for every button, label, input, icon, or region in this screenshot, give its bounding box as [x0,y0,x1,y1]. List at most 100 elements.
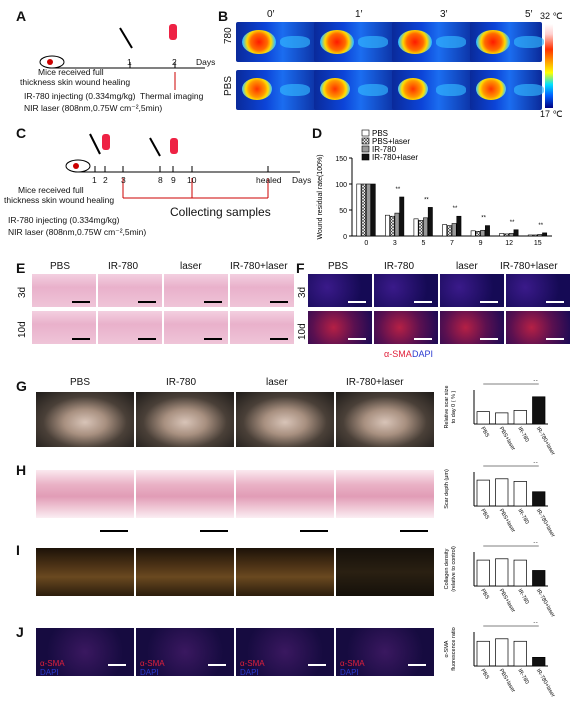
y-axis-label: Collagen density [444,548,450,589]
legend-label: PBS+laser [372,137,410,146]
panel-a-legend-nir: NIR laser (808nm,0.75W cm⁻²,5min) [24,103,163,113]
panel-c-mice-2: thickness skin wound healing [4,195,115,205]
x-tick-label: PBS+laser [498,668,516,694]
panel-label-i: I [16,542,20,558]
significance-mark: ** [533,380,538,385]
wound-photo-pbs [36,392,134,447]
thermal-image-pbs-1 [314,70,399,110]
panel-c-tick-healed: healed [256,175,282,185]
sma-image-ir780 [136,628,234,676]
scale-bar [480,338,498,340]
panel-b-time-1: 1′ [355,9,363,20]
panel-f-stain-dapi: DAPI [412,349,434,359]
legend-swatch [361,129,370,137]
panel-a-legend-ir: IR-780 injecting (0.334mg/kg) [24,91,136,101]
bar-pbs-laser [532,234,538,237]
x-tick-label: 3 [393,240,397,247]
bar-ir-780-laser [542,232,548,237]
scar-size-chart: Relative scar size to day 0 ( % ) PBS PBS+l… [444,380,556,457]
bar [476,640,490,667]
panel-f-col-pbs: PBS [328,261,349,272]
scale-max: 32 ℃ [540,11,563,21]
panel-c-tick-8: 8 [158,175,163,185]
x-tick-label: IR-780 [516,508,529,525]
panel-f-row-10d: 10d [297,323,308,340]
bar-ir-780 [423,217,428,237]
sma-image-laser [236,628,334,676]
thermal-image-780-0 [236,22,321,62]
wound-photo-ir780 [136,392,234,447]
bar-pbs-laser [504,233,509,237]
panel-g-col-ir780: IR-780 [166,377,197,388]
panel-f-col-ir780: IR-780 [384,261,415,272]
he-scar-ir780 [136,470,234,518]
panel-g-col-ir780-laser: IR-780+laser [346,377,404,388]
bar [476,411,490,425]
wound-photo-laser [236,392,334,447]
bar [513,559,527,587]
bar-ir-780 [508,233,514,237]
panel-j-stain-dapi: DAPI [40,668,59,677]
panel-j-stain-dapi: DAPI [340,668,359,677]
bar-ir-780-laser [485,225,490,237]
bar [513,640,527,667]
sma-image-ir780-laser [336,628,434,676]
collagen-image-pbs [36,548,134,596]
scale-bar [408,664,426,666]
scale-bar [308,664,326,666]
bar [476,479,490,507]
panel-f-stain-sma: α-SMA [384,349,412,359]
panel-label-c: C [16,125,27,141]
panel-label-b: B [218,8,229,24]
scale-bar [270,338,288,340]
y-axis-label: Scar depth (μm) [444,469,450,509]
bar-pbs [356,183,362,237]
scale-bar [546,301,564,303]
panel-j-stain-dapi: DAPI [240,668,259,677]
panel-f-col-laser: laser [456,261,478,272]
panel-c-tick-1: 1 [92,175,97,185]
panel-j-stain-sma: α-SMA [40,659,65,668]
scale-bar [72,338,90,340]
panel-e-col-pbs: PBS [50,261,71,272]
scale-min: 17 ℃ [540,109,563,119]
panel-e-col-ir780: IR-780 [108,261,139,272]
panel-c-timeline [65,133,300,199]
sma-image-pbs [36,628,134,676]
x-tick-label: IR-780 [516,668,529,685]
bar-pbs-laser [418,220,424,237]
x-tick-label: PBS [479,426,490,439]
x-tick-label: IR-780+laser [535,426,556,457]
panel-label-g: G [16,378,27,394]
panel-e-col-laser: laser [180,261,202,272]
bar-pbs [499,233,505,237]
x-tick-label: IR-780 [516,588,529,605]
collagen-image-ir780-laser [336,548,434,596]
y-tick-label: 150 [335,156,347,163]
bar-ir-780-laser [456,215,462,237]
panel-c-legend-nir: NIR laser (808nm,0.75W cm⁻²,5min) [8,227,147,237]
thermal-image-pbs-3 [392,70,477,110]
temperature-scale-bar [545,24,553,108]
x-tick-label: IR-780+laser [535,588,556,619]
panel-a-thermal: Thermal imaging [140,91,204,101]
panel-a-mice-2: thickness skin wound healing [20,77,131,87]
bar [532,656,546,667]
significance-mark: ** [396,187,401,193]
bar-pbs-laser [361,183,367,237]
bar [513,481,527,507]
scale-bar [414,301,432,303]
legend-swatch [361,153,370,161]
panel-j-stain-sma: α-SMA [240,659,265,668]
scale-bar [270,301,288,303]
y-axis-label: Wound residual rate(100%) [317,154,324,239]
y-axis-label: (relative to control) [451,546,457,592]
x-tick-label: 9 [479,240,483,247]
bar [476,559,490,587]
bar-pbs [470,230,476,237]
bar-pbs [527,234,533,237]
x-tick-label: IR-780 [516,426,529,443]
bar-ir-780-laser [513,229,519,237]
panel-c-collect: Collecting samples [170,205,271,219]
panel-a-days: Days [196,57,216,67]
